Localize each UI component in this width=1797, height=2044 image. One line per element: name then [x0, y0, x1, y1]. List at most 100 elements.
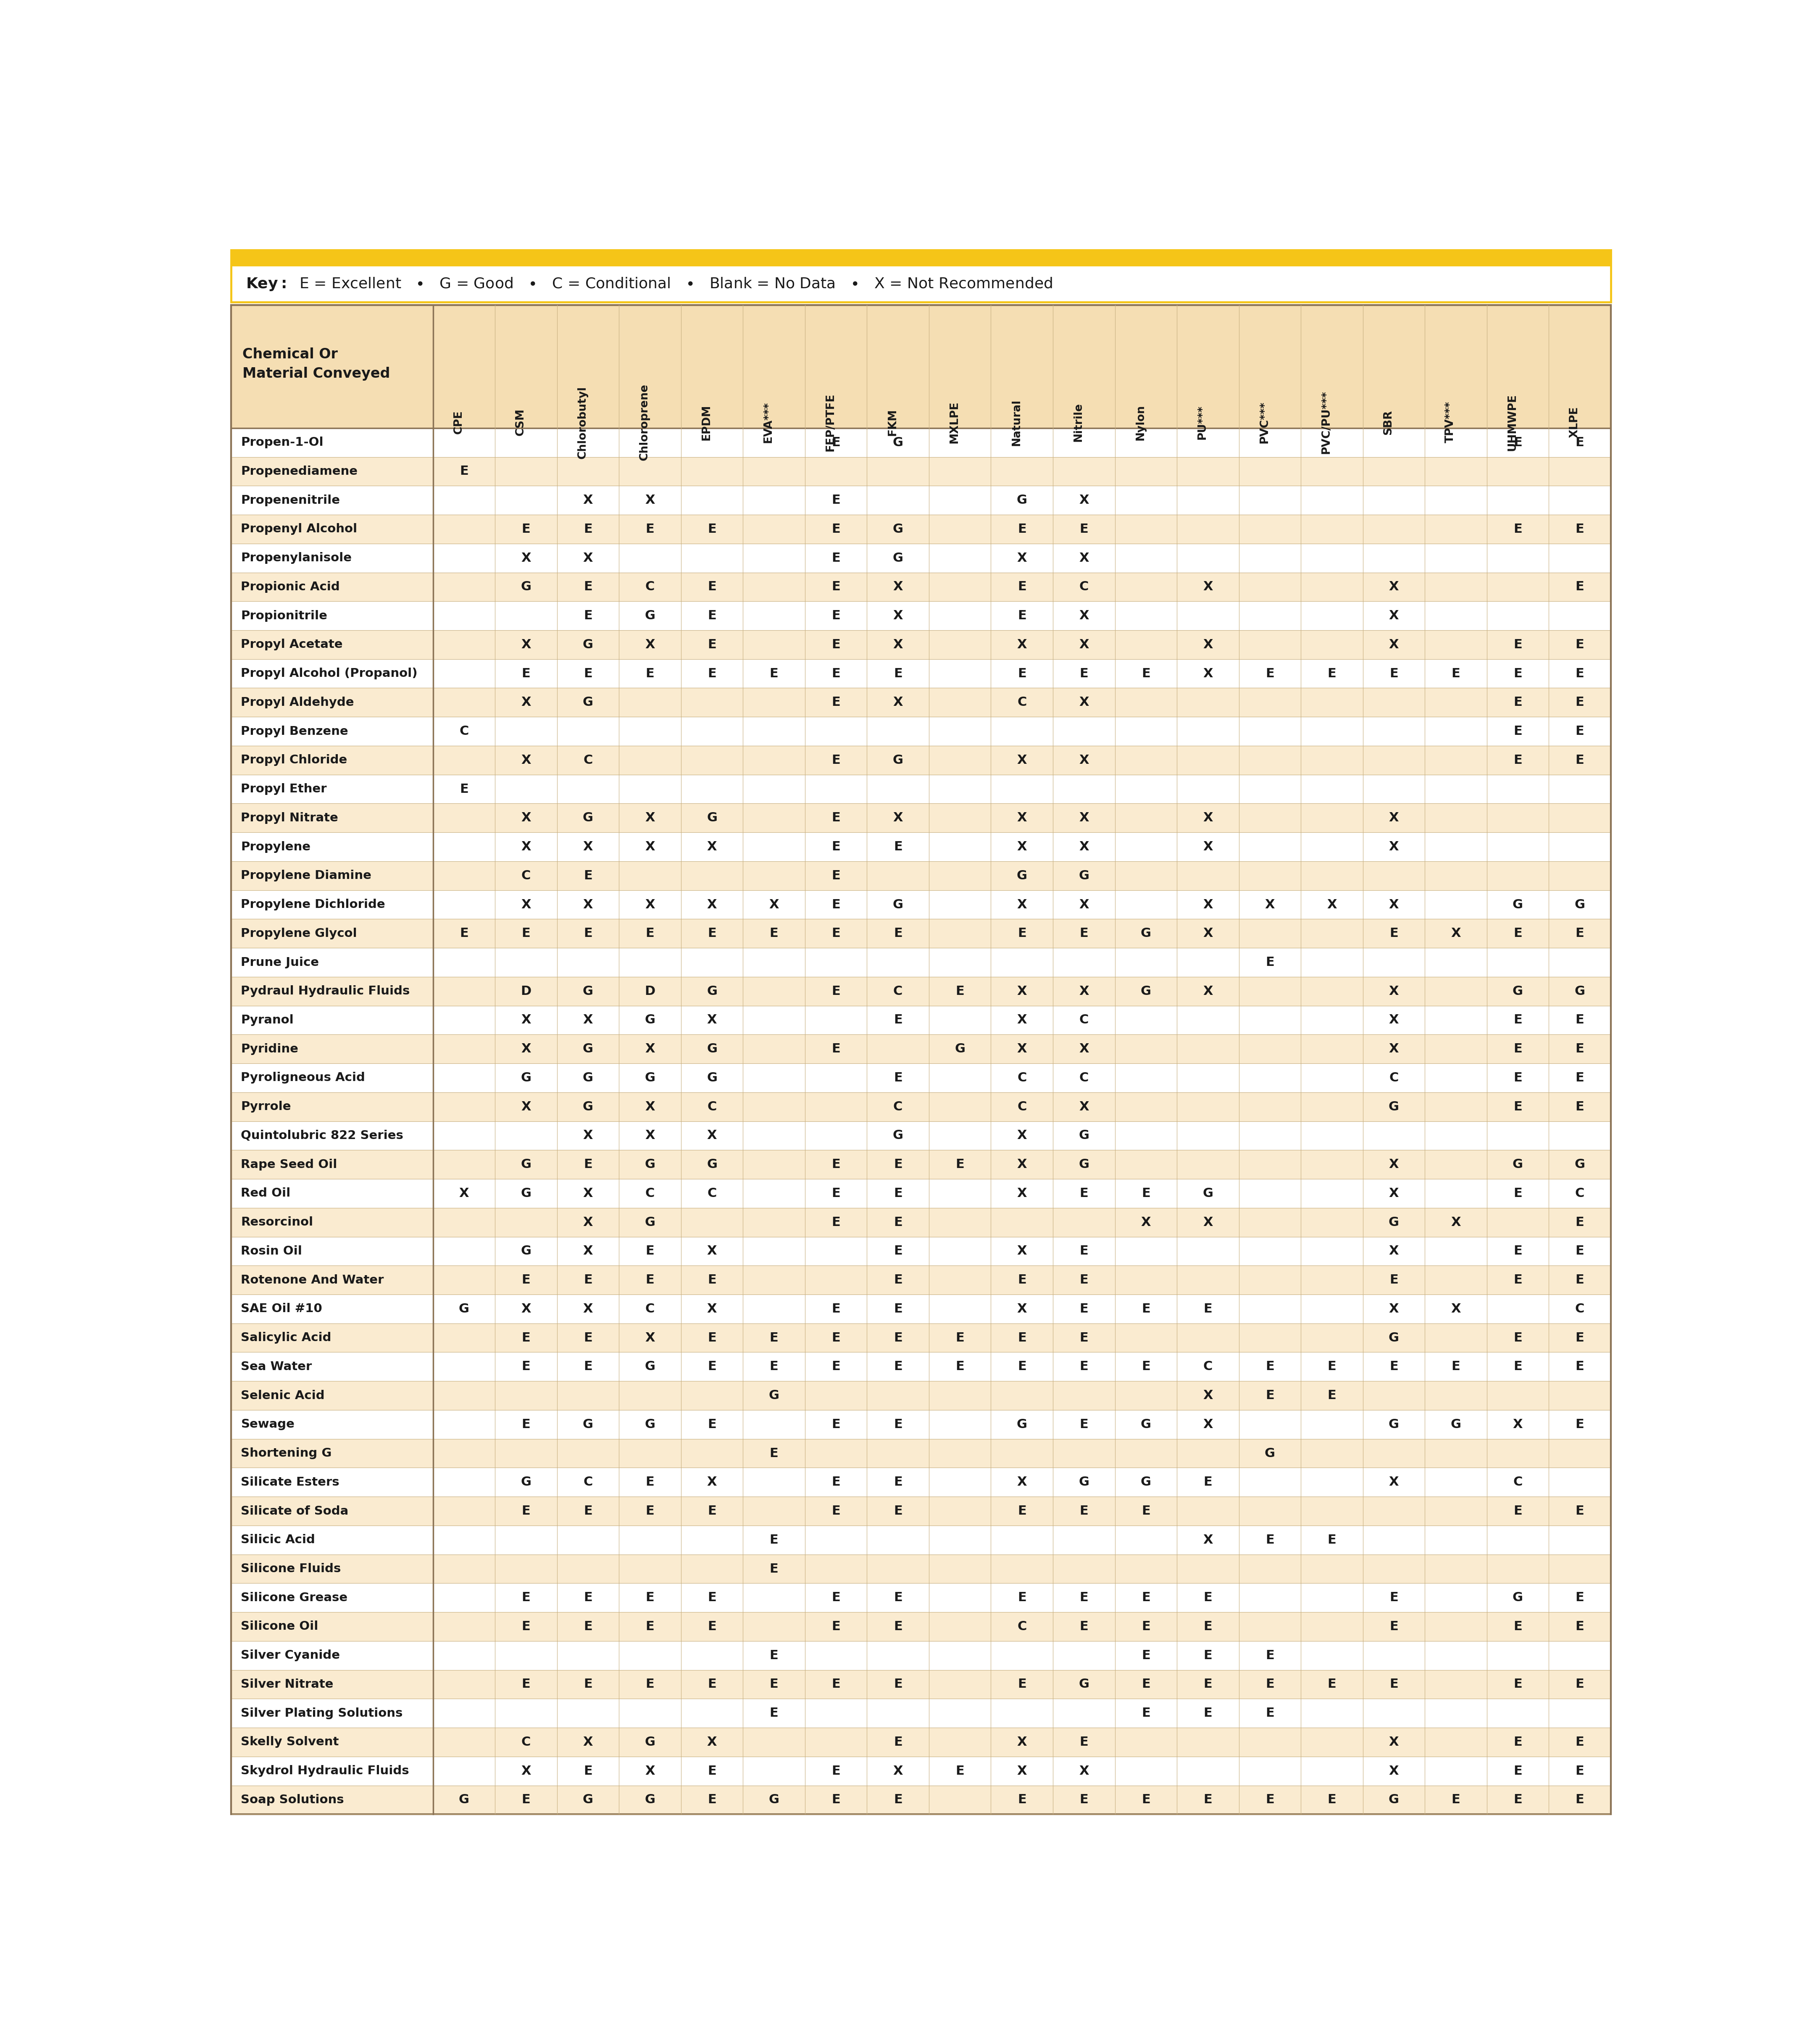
Text: E: E [460, 466, 469, 478]
Text: E: E [1389, 1678, 1398, 1690]
Text: X: X [645, 1130, 654, 1143]
Text: Pyroligneous Acid: Pyroligneous Acid [241, 1071, 365, 1083]
Text: PU***: PU*** [1197, 405, 1208, 439]
Text: D: D [645, 985, 656, 997]
Text: G: G [458, 1302, 469, 1314]
Bar [232, 1784, 1610, 1815]
Text: X: X [645, 811, 654, 824]
Text: E: E [832, 869, 841, 881]
Text: E: E [1328, 1390, 1337, 1402]
Text: X: X [582, 1302, 593, 1314]
Text: PVC/PU***: PVC/PU*** [1321, 390, 1332, 454]
Text: G: G [582, 1795, 593, 1807]
Text: G: G [1078, 1678, 1089, 1690]
Text: E: E [584, 1621, 593, 1633]
Text: EVA***: EVA*** [764, 401, 775, 444]
Text: E: E [1017, 609, 1026, 621]
Bar [232, 689, 1610, 717]
Text: E: E [1576, 1419, 1585, 1431]
Text: X: X [1078, 495, 1089, 507]
Text: E: E [1017, 1361, 1026, 1374]
Text: E: E [832, 811, 841, 824]
Text: E: E [832, 1216, 841, 1228]
Text: X: X [521, 811, 530, 824]
Bar [232, 775, 1610, 803]
Text: C: C [1576, 1302, 1585, 1314]
Text: E: E [769, 1447, 778, 1459]
Text: E: E [1265, 1795, 1274, 1807]
Text: X: X [1326, 899, 1337, 912]
Bar [232, 630, 1610, 658]
Text: E: E [584, 668, 593, 681]
Text: E: E [521, 1621, 530, 1633]
Text: G: G [1574, 899, 1585, 912]
Text: X: X [706, 1302, 717, 1314]
Text: Silver Cyanide: Silver Cyanide [241, 1650, 340, 1662]
Bar [232, 1613, 1610, 1641]
Text: Shortening G: Shortening G [241, 1447, 332, 1459]
Text: Propenediamene: Propenediamene [241, 466, 358, 476]
Text: Salicylic Acid: Salicylic Acid [241, 1333, 331, 1343]
Text: E: E [832, 899, 841, 912]
Text: X: X [1017, 1302, 1026, 1314]
Text: TPV***: TPV*** [1445, 401, 1456, 444]
Text: E: E [1017, 523, 1026, 536]
Text: MXLPE: MXLPE [949, 401, 960, 444]
Text: E: E [708, 580, 717, 593]
Bar [232, 1179, 1610, 1208]
Text: E: E [832, 1419, 841, 1431]
Text: G: G [1513, 985, 1524, 997]
Text: Silver Nitrate: Silver Nitrate [241, 1678, 334, 1690]
Text: E: E [893, 1159, 902, 1171]
Text: E: E [645, 668, 654, 681]
Text: E: E [832, 1504, 841, 1517]
Text: Rosin Oil: Rosin Oil [241, 1245, 302, 1257]
Text: G: G [1574, 985, 1585, 997]
Text: X: X [1389, 609, 1398, 621]
Bar [232, 948, 1610, 977]
Text: E: E [1141, 1650, 1150, 1662]
Text: X: X [706, 1476, 717, 1488]
Text: X: X [1017, 899, 1026, 912]
Text: Silicate of Soda: Silicate of Soda [241, 1504, 349, 1517]
Text: E: E [1080, 1333, 1089, 1343]
Text: G: G [1513, 1592, 1524, 1605]
Text: C: C [1389, 1071, 1398, 1083]
Bar [232, 1468, 1610, 1496]
Text: CPE: CPE [453, 411, 464, 433]
Text: E: E [893, 840, 902, 852]
Bar [232, 515, 1610, 544]
Text: E: E [460, 783, 469, 795]
Bar [232, 1699, 1610, 1727]
Text: E: E [832, 1795, 841, 1807]
Text: G: G [645, 1159, 656, 1171]
Text: E: E [1204, 1302, 1213, 1314]
Text: E: E [832, 552, 841, 564]
Text: G: G [645, 609, 656, 621]
Bar [232, 861, 1610, 889]
Text: X: X [1450, 928, 1461, 940]
Text: E: E [893, 1302, 902, 1314]
Text: E: E [1452, 668, 1461, 681]
Text: X: X [1017, 840, 1026, 852]
Text: X: X [521, 899, 530, 912]
Text: E: E [1017, 1273, 1026, 1286]
Text: E: E [1576, 697, 1585, 709]
Text: E: E [1576, 754, 1585, 766]
Text: E: E [956, 1333, 965, 1343]
Text: E: E [893, 1476, 902, 1488]
Text: G: G [521, 580, 532, 593]
Text: X: X [1017, 1188, 1026, 1200]
Text: E: E [1513, 1621, 1522, 1633]
Text: G: G [1202, 1188, 1213, 1200]
Text: Propenyl Alcohol: Propenyl Alcohol [241, 523, 358, 536]
Text: E: E [956, 985, 965, 997]
Text: E: E [1328, 1533, 1337, 1545]
Text: G: G [706, 1071, 717, 1083]
Text: E: E [1576, 1273, 1585, 1286]
Text: C: C [1204, 1361, 1213, 1374]
Text: E: E [521, 1273, 530, 1286]
Text: PVC***: PVC*** [1260, 401, 1270, 444]
Text: E: E [1080, 668, 1089, 681]
Text: E: E [956, 1361, 965, 1374]
